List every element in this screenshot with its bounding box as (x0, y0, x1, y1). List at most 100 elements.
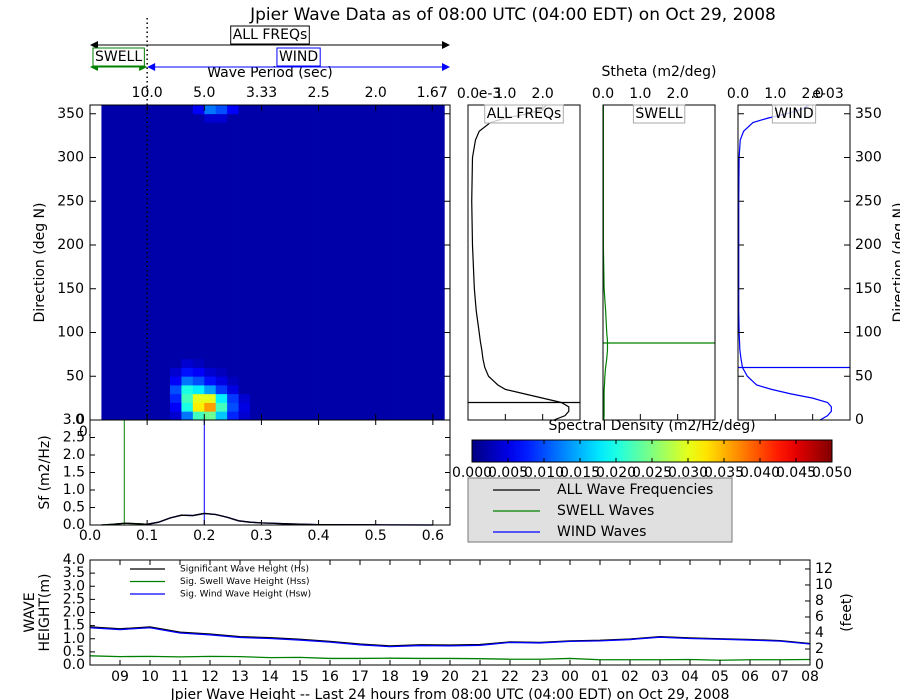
x-tick-label: 0.1 (136, 528, 158, 544)
arrow-head (442, 63, 450, 71)
heatmap-cell (364, 402, 377, 412)
heatmap-cell (261, 280, 274, 290)
y-tick-label: 200 (57, 237, 84, 253)
heatmap-cell (124, 271, 137, 281)
heatmap-cell (135, 192, 148, 202)
heatmap-cell (387, 122, 399, 132)
heatmap-cell (410, 402, 422, 412)
heatmap-cell (250, 341, 262, 351)
heatmap-cell (352, 131, 365, 141)
heatmap-cell (387, 358, 399, 368)
heatmap-cell (352, 157, 365, 167)
heatmap-cell (272, 280, 285, 290)
heatmap-cell (387, 210, 399, 220)
heatmap-cell (181, 402, 194, 412)
heatmap-cell (181, 192, 194, 202)
heatmap-cell (284, 166, 297, 176)
heatmap-cell (158, 113, 171, 123)
heatmap-cell (375, 131, 388, 141)
heatmap-cell (192, 210, 205, 220)
heatmap-cell (170, 288, 182, 298)
heatmap-cell (307, 201, 319, 211)
heatmap-cell (181, 332, 194, 342)
heatmap-cell (147, 367, 159, 377)
heatmap-cell (158, 192, 171, 202)
heatmap-cell (307, 105, 319, 115)
heatmap-cell (284, 131, 297, 141)
heatmap-cell (410, 227, 422, 237)
heatmap-cell (432, 175, 445, 185)
heatmap-cell (112, 306, 125, 316)
heatmap-cell (238, 183, 251, 193)
heatmap-cell (181, 358, 194, 368)
heatmap-cell (272, 245, 285, 255)
offset-label: e-03 (812, 86, 843, 102)
y-tick-label: 150 (57, 281, 84, 297)
heatmap-cell (330, 306, 342, 316)
heatmap-cell (135, 113, 148, 123)
heatmap-cell (341, 323, 354, 333)
heatmap-cell (432, 297, 445, 307)
heatmap-cell (410, 148, 422, 158)
heatmap-cell (318, 218, 331, 228)
heatmap-cell (112, 367, 125, 377)
heatmap-cell (272, 350, 285, 360)
heatmap-cell (318, 367, 331, 377)
heatmap-cell (124, 210, 137, 220)
heatmap-cell (112, 140, 125, 150)
heatmap-cell (307, 210, 319, 220)
heatmap-cell (421, 411, 434, 421)
heatmap-cell (421, 315, 434, 325)
arrow-head (442, 41, 450, 49)
heatmap-cell (124, 140, 137, 150)
heatmap-cell (398, 140, 411, 150)
heatmap-cell (215, 315, 228, 325)
x-tick-label: 1.0 (764, 86, 786, 102)
heatmap-cell (250, 385, 262, 395)
heatmap-cell (364, 175, 377, 185)
heatmap-cell (398, 192, 411, 202)
heatmap-cell (135, 402, 148, 412)
heatmap-cell (330, 332, 342, 342)
heatmap-cell (410, 166, 422, 176)
heatmap-cell (352, 385, 365, 395)
heatmap-cell (307, 253, 319, 263)
y-tick-label: 2.0 (63, 447, 85, 463)
y-tick-label: 0 (855, 412, 864, 428)
heatmap-cell (330, 192, 342, 202)
heatmap-cell (364, 113, 377, 123)
heatmap-cell (261, 350, 274, 360)
heatmap-cell (341, 122, 354, 132)
x-tick-label: 11 (171, 669, 189, 685)
heatmap-cell (158, 358, 171, 368)
heatmap-cell (398, 280, 411, 290)
heatmap-cell (364, 358, 377, 368)
heatmap-cell (364, 393, 377, 403)
heatmap-cell (352, 210, 365, 220)
y-tick-label: 0.0 (63, 657, 85, 673)
heatmap-cell (398, 131, 411, 141)
heatmap-cell (352, 227, 365, 237)
heatmap-cell (238, 236, 251, 246)
heatmap-cell (352, 253, 365, 263)
heatmap-cell (181, 367, 194, 377)
heatmap-cell (204, 385, 217, 395)
heatmap-cell (112, 280, 125, 290)
heatmap-cell (330, 218, 342, 228)
heatmap-cell (181, 245, 194, 255)
heatmap-cell (295, 175, 308, 185)
heatmap-cell (227, 306, 239, 316)
heatmap-cell (238, 245, 251, 255)
axes-background (90, 560, 810, 665)
heatmap-cell (387, 192, 399, 202)
heatmap-cell (295, 341, 308, 351)
x-tick-label: 0.0 (592, 86, 614, 102)
colorbar-tick-label: 0.025 (632, 465, 672, 481)
heatmap-cell (272, 253, 285, 263)
heatmap-cell (192, 105, 205, 115)
heatmap-cell (261, 367, 274, 377)
heatmap-cell (124, 288, 137, 298)
heatmap-cell (295, 262, 308, 272)
heatmap-cell (238, 376, 251, 386)
heatmap-cell (112, 385, 125, 395)
